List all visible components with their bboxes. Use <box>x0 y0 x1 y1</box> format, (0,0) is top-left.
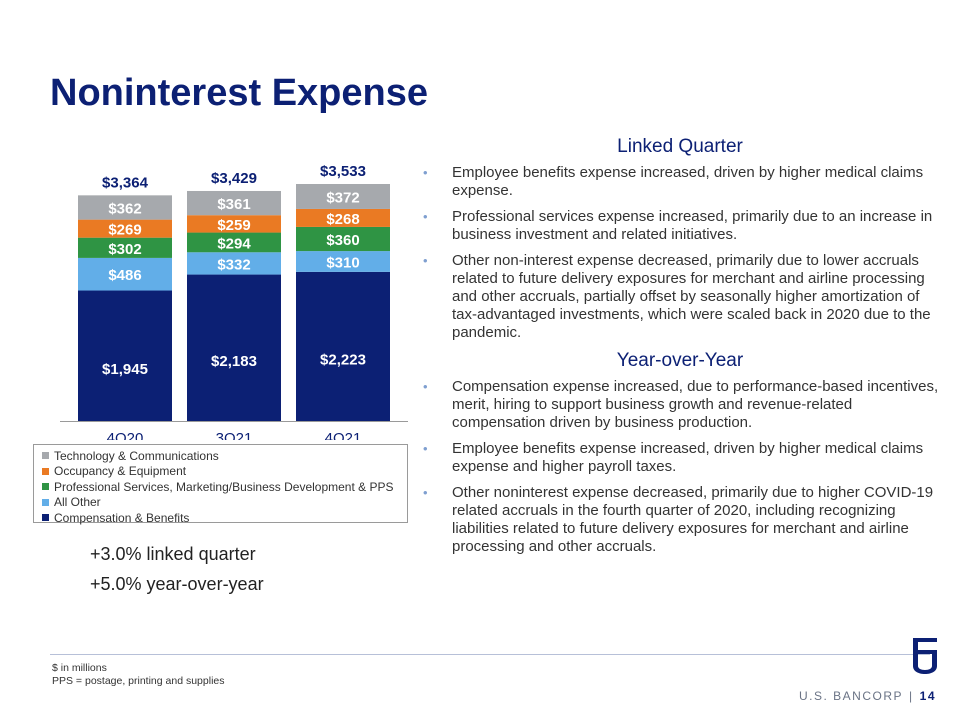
legend-label: All Other <box>54 495 101 510</box>
legend-entry: All Other <box>42 495 407 511</box>
x-tick-label: 4Q21 <box>325 430 362 440</box>
list-item: • Professional services expense increased… <box>423 208 933 243</box>
chart-legend: Technology & Communications Occupancy & E… <box>33 444 408 526</box>
page-title: Noninterest Expense <box>50 72 428 114</box>
legend-swatch <box>42 467 49 475</box>
data-label: $302 <box>108 241 141 258</box>
data-label: $269 <box>108 222 141 239</box>
linked-quarter-heading: Linked Quarter <box>617 136 743 157</box>
legend-entry: Occupancy & Equipment <box>42 464 407 480</box>
bar-segment <box>78 219 172 238</box>
bullet-icon: • <box>423 485 428 500</box>
bar-segment <box>296 271 390 421</box>
list-item: • Compensation expense increased, due to … <box>423 378 939 431</box>
bullet-icon: • <box>423 165 428 180</box>
legend-label: Technology & Communications <box>54 448 219 463</box>
bar-segment <box>187 274 281 421</box>
us-bancorp-shield-icon <box>913 638 937 674</box>
data-label: $294 <box>217 235 251 252</box>
bar-segment <box>296 226 390 252</box>
total-label: $3,429 <box>211 170 257 187</box>
total-label: $3,533 <box>320 163 366 180</box>
bullet-icon: • <box>423 253 428 268</box>
list-item: • Other non-interest expense decreased, p… <box>423 252 931 341</box>
brand-name: U.S. BANCORP <box>799 689 904 703</box>
data-label: $486 <box>108 267 141 284</box>
data-label: $1,945 <box>102 361 148 378</box>
data-label: $361 <box>217 196 250 213</box>
year-over-year-bullets: • Compensation expense increased, due to … <box>420 378 940 556</box>
list-item: • Employee benefits expense increased, dr… <box>423 440 924 475</box>
year-over-year-growth: +5.0% year-over-year <box>90 574 264 594</box>
legend-swatch <box>42 452 49 460</box>
data-label: $360 <box>326 232 359 249</box>
brand-footer: U.S. BANCORP | 14 <box>799 689 936 703</box>
bar-segment <box>78 257 172 291</box>
bar-segment <box>187 252 281 275</box>
noninterest-expense-chart: $1,945 $486 $302 $269 $362 $3,364 4Q20 $2,183 $3… <box>60 163 408 440</box>
total-label: $3,364 <box>102 174 149 191</box>
year-over-year-heading: Year-over-Year <box>616 350 744 371</box>
bar-segment <box>296 184 390 209</box>
bullet-icon: • <box>423 379 428 394</box>
footnotes: $ in millions PPS = postage, printing an… <box>52 662 225 688</box>
bullet-icon: • <box>423 209 428 224</box>
bullet-icon: • <box>423 441 428 456</box>
legend-entry: Professional Services, Marketing/Busines… <box>42 479 407 495</box>
data-label: $268 <box>326 211 359 228</box>
legend-swatch <box>42 498 49 506</box>
bar-segment <box>187 190 281 216</box>
data-label: $362 <box>108 200 141 217</box>
list-item: • Employee benefits expense increased, dr… <box>423 164 924 199</box>
bar-segment <box>296 251 390 272</box>
data-label: $2,223 <box>320 351 366 368</box>
bar-segment <box>187 232 281 253</box>
legend-entry: Technology & Communications <box>42 448 407 464</box>
data-label: $332 <box>217 256 250 273</box>
data-label: $372 <box>326 189 359 206</box>
legend-label: Compensation & Benefits <box>54 510 190 525</box>
linked-quarter-bullets: • Employee benefits expense increased, dr… <box>420 164 940 342</box>
bar-segment <box>78 195 172 220</box>
list-item: • Other noninterest expense decreased, pr… <box>423 484 934 555</box>
bar-segment <box>78 290 172 421</box>
x-tick-label: 4Q20 <box>107 430 144 440</box>
footer-divider <box>50 654 930 655</box>
data-label: $259 <box>217 217 250 234</box>
commentary-panel: Linked Quarter • Employee benefits expens… <box>420 136 940 564</box>
legend-swatch <box>42 483 49 491</box>
linked-quarter-growth: +3.0% linked quarter <box>90 544 256 564</box>
bar-segment <box>187 215 281 233</box>
bar-segment <box>296 208 390 227</box>
data-label: $2,183 <box>211 353 257 370</box>
data-label: $310 <box>326 254 359 271</box>
brand-separator: | <box>909 689 914 703</box>
footnote-units: $ in millions <box>52 662 107 674</box>
x-tick-label: 3Q21 <box>216 430 253 440</box>
footnote-pps: PPS = postage, printing and supplies <box>52 675 225 687</box>
legend-entry: Compensation & Benefits <box>42 510 407 526</box>
page-number: 14 <box>919 689 936 703</box>
legend-label: Occupancy & Equipment <box>54 464 187 479</box>
legend-label: Professional Services, Marketing/Busines… <box>54 479 394 494</box>
bar-segment <box>78 237 172 258</box>
legend-swatch <box>42 514 49 522</box>
